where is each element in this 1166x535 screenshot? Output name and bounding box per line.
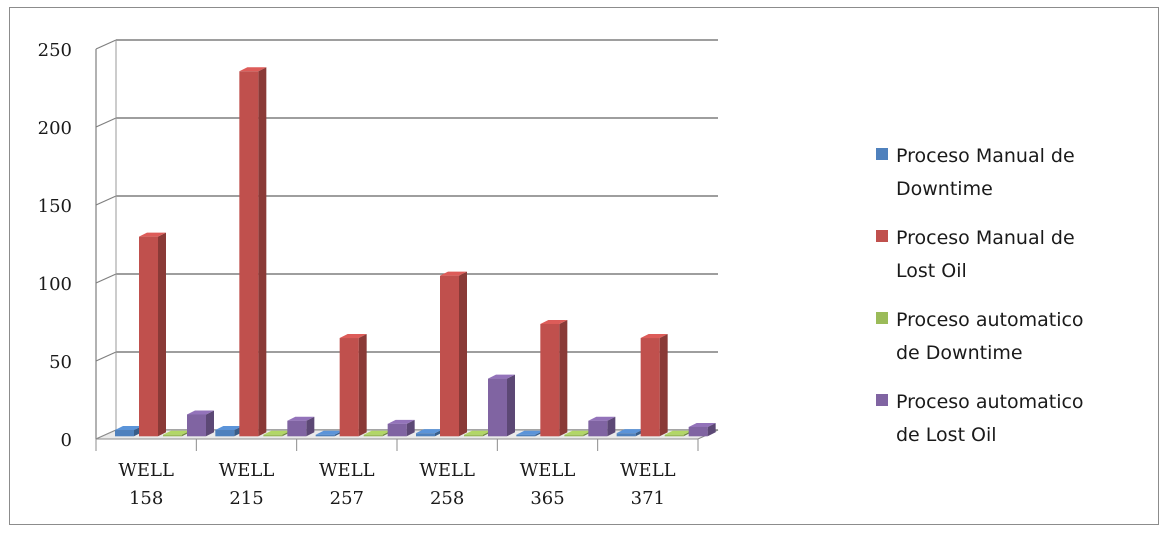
- x-tick-label: WELL 257: [319, 460, 375, 509]
- bar-top: [616, 429, 644, 434]
- legend-item-manual-lost-oil: Proceso Manual de Lost Oil: [870, 222, 1160, 288]
- bar-top: [440, 271, 467, 276]
- bar-top: [516, 430, 544, 435]
- bar-top: [488, 374, 515, 379]
- legend-label-automatico-downtime: Proceso automatico de Downtime: [896, 309, 1084, 364]
- y-tick-label: 100: [38, 274, 72, 295]
- gridline-side: [95, 195, 117, 206]
- bar-top: [540, 319, 568, 324]
- bar-top: [416, 429, 443, 434]
- bar: [516, 434, 536, 437]
- bar-top: [387, 419, 415, 424]
- legend-swatch-automatico-lost-oil: [876, 394, 888, 406]
- bar: [588, 420, 608, 437]
- x-tick-label: WELL 215: [219, 460, 275, 509]
- bar: [664, 434, 684, 437]
- bar: [315, 434, 335, 437]
- bar-top: [664, 430, 692, 435]
- y-tick-label: 250: [38, 40, 72, 61]
- bar: [640, 338, 660, 437]
- y-tick-label: 0: [61, 430, 72, 451]
- bar: [564, 434, 584, 437]
- bar: [440, 275, 459, 437]
- bar: [688, 426, 708, 437]
- bar: [163, 434, 182, 437]
- bar-side: [559, 319, 568, 437]
- bar-top: [464, 430, 491, 435]
- bar-top: [239, 67, 267, 72]
- y-tick-label: 50: [49, 352, 72, 373]
- bar: [263, 434, 283, 437]
- bar-top: [187, 410, 214, 415]
- bar-chart: 0 50 100 150 200 250 WELL 158 WELL 215 WELL 257 WELL…: [38, 39, 719, 509]
- bar: [488, 378, 507, 437]
- bar-side: [406, 419, 415, 437]
- x-tick-label: WELL 371: [620, 460, 676, 509]
- y-tick-label: 150: [38, 196, 72, 217]
- bar-top: [588, 416, 616, 421]
- y-tick-label: 200: [38, 118, 72, 139]
- bar: [187, 414, 206, 437]
- bar: [464, 434, 483, 437]
- chart-frame: 0 50 100 150 200 250 WELL 158 WELL 215 WELL 257 WELL…: [9, 7, 1159, 525]
- bar-side: [206, 410, 214, 437]
- bar: [363, 434, 383, 437]
- bar-top: [215, 426, 243, 431]
- legend-swatch-manual-lost-oil: [876, 230, 888, 242]
- bar-side: [358, 334, 367, 437]
- bar: [215, 430, 235, 437]
- bar: [616, 433, 636, 437]
- bar: [115, 430, 134, 437]
- x-tick-label: WELL 258: [419, 460, 475, 509]
- gridline-side: [95, 351, 117, 362]
- bar: [139, 236, 158, 437]
- bar: [287, 420, 307, 437]
- bar-top: [363, 430, 391, 435]
- legend-swatch-automatico-downtime: [876, 312, 888, 324]
- bar: [387, 423, 407, 437]
- bar-side: [707, 422, 716, 437]
- gridline-side: [95, 117, 117, 128]
- legend-item-automatico-lost-oil: Proceso automatico de Lost Oil: [870, 386, 1160, 452]
- legend-label-manual-downtime: Proceso Manual de Downtime: [896, 145, 1075, 200]
- gridline-side: [95, 273, 117, 284]
- bar-top: [564, 430, 592, 435]
- x-tick-label: WELL 365: [520, 460, 576, 509]
- bar-side: [507, 374, 515, 437]
- x-tick-label: WELL 158: [118, 460, 174, 509]
- bar-top: [163, 430, 190, 435]
- bar-side: [258, 67, 267, 437]
- bar-side: [306, 416, 315, 437]
- bar-side: [659, 334, 668, 437]
- bar-top: [287, 416, 315, 421]
- bar: [239, 71, 259, 437]
- bar-top: [139, 232, 166, 237]
- bar-side: [459, 271, 467, 437]
- legend-label-automatico-lost-oil: Proceso automatico de Lost Oil: [896, 391, 1084, 446]
- bar-side: [607, 416, 616, 437]
- legend-label-manual-lost-oil: Proceso Manual de Lost Oil: [896, 227, 1075, 282]
- bar-top: [263, 430, 291, 435]
- bar: [339, 338, 359, 437]
- legend: Proceso Manual de Downtime Proceso Manua…: [870, 140, 1160, 468]
- gridline-side: [95, 39, 117, 50]
- bar-top: [315, 430, 343, 435]
- bar-top: [640, 334, 668, 339]
- legend-swatch-manual-downtime: [876, 148, 888, 160]
- bar: [416, 433, 435, 437]
- legend-item-manual-downtime: Proceso Manual de Downtime: [870, 140, 1160, 206]
- bar: [540, 323, 560, 437]
- bar-top: [339, 334, 367, 339]
- bar-top: [688, 422, 716, 427]
- bar-top: [115, 426, 142, 431]
- bar-side: [158, 232, 166, 437]
- legend-item-automatico-downtime: Proceso automatico de Downtime: [870, 304, 1160, 370]
